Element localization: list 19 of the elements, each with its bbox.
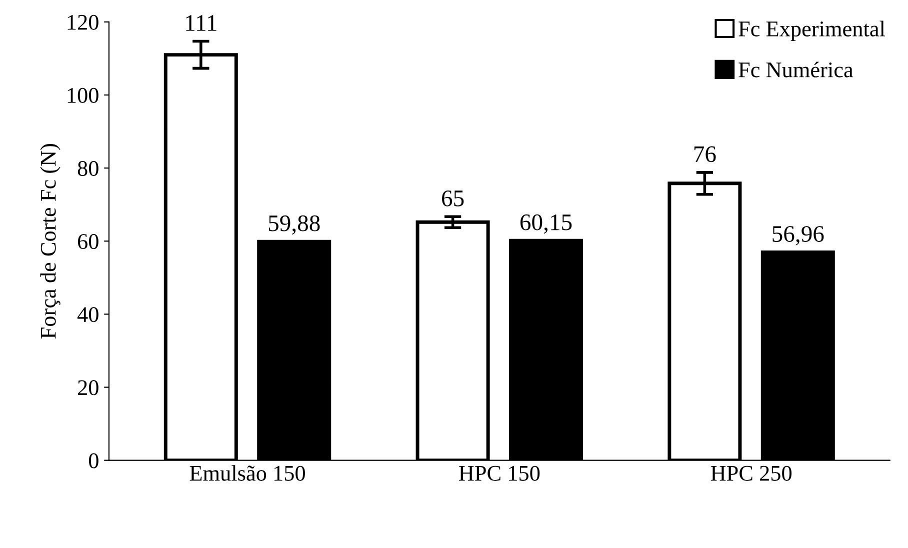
data-label: 60,15 — [520, 214, 572, 234]
data-label: 59,88 — [268, 215, 320, 235]
x-tick-label: Emulsão 150 — [190, 465, 305, 481]
data-label: 56,96 — [772, 226, 824, 246]
y-tick-label: 60 — [78, 234, 98, 250]
x-tick-label: HPC 250 — [710, 466, 792, 481]
y-tick-label: 40 — [77, 307, 98, 322]
data-label: 76 — [694, 146, 716, 162]
data-label: 111 — [186, 15, 216, 31]
data-label: 65 — [442, 190, 464, 206]
y-tick-label: 120 — [68, 14, 98, 30]
y-tick-label: 100 — [68, 88, 98, 103]
legend-label: Fc Experimental — [738, 20, 886, 41]
legend-label: Fc Numérica — [738, 62, 854, 78]
y-axis-title: Força de Corte Fc (N) — [40, 144, 60, 339]
x-tick-label: HPC 150 — [458, 466, 540, 481]
y-tick-label: 80 — [78, 160, 98, 176]
y-tick-label: 0 — [88, 453, 98, 468]
y-tick-label: 20 — [78, 380, 98, 396]
